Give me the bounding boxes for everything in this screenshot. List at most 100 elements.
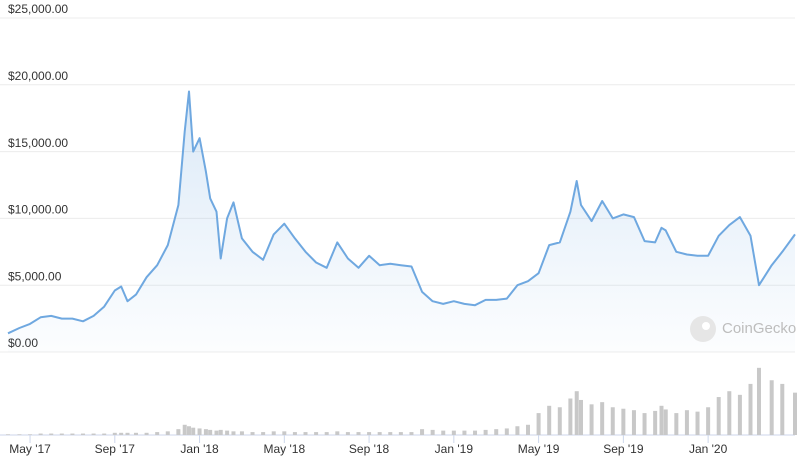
- volume-bar: [197, 428, 202, 435]
- volume-bar: [292, 432, 297, 435]
- volume-bar: [653, 410, 658, 435]
- volume-bar: [727, 391, 732, 435]
- volume-bar: [345, 432, 350, 435]
- volume-bar: [261, 432, 266, 435]
- volume-bar: [748, 383, 753, 435]
- volume-bar: [600, 402, 605, 435]
- volume-bar: [203, 429, 208, 435]
- volume-bar: [356, 432, 361, 435]
- watermark: CoinGecko: [690, 316, 796, 342]
- volume-bar: [377, 432, 382, 435]
- volume-bar: [716, 397, 721, 435]
- volume-bar: [6, 434, 10, 435]
- volume-bar: [28, 434, 33, 435]
- x-tick-label: May '18: [263, 442, 305, 456]
- volume-bar: [674, 413, 679, 435]
- volume-bar: [430, 429, 435, 435]
- volume-bar: [441, 430, 446, 435]
- volume-bar: [684, 410, 689, 435]
- y-tick-label: $10,000.00: [8, 203, 68, 217]
- volume-bar: [547, 405, 552, 435]
- volume-bar: [473, 430, 478, 435]
- volume-bar: [218, 429, 223, 435]
- volume-bar: [398, 432, 403, 435]
- volume-bar: [239, 431, 244, 435]
- volume-bar: [102, 433, 107, 435]
- volume-bar: [231, 431, 236, 435]
- volume-bar: [589, 404, 594, 435]
- volume-bar: [191, 427, 196, 435]
- volume-bar: [271, 431, 276, 435]
- volume-bar: [409, 432, 414, 435]
- volume-bar: [515, 426, 520, 435]
- volume-bar: [557, 407, 562, 435]
- volume-bar: [536, 413, 541, 435]
- x-tick-label: May '17: [9, 442, 51, 456]
- volume-bar: [631, 410, 636, 435]
- volume-bar: [324, 432, 329, 435]
- volume-bar: [610, 407, 615, 435]
- volume-bar: [225, 430, 230, 435]
- volume-bar: [769, 380, 774, 435]
- x-tick-label: May '19: [518, 442, 560, 456]
- volume-bar: [208, 429, 213, 435]
- watermark-text: CoinGecko: [722, 320, 796, 337]
- volume-bar: [335, 431, 340, 435]
- volume-bar: [793, 392, 797, 435]
- volume-bar: [367, 432, 372, 435]
- volume-bar: [314, 432, 319, 435]
- volume-bar: [91, 433, 96, 435]
- y-tick-label: $25,000.00: [8, 2, 68, 16]
- volume-bar: [186, 426, 191, 435]
- volume-bar: [462, 430, 467, 435]
- volume-bar: [642, 413, 647, 435]
- volume-bar: [737, 394, 742, 435]
- volume-bar: [165, 431, 170, 435]
- volume-bar: [663, 409, 668, 435]
- x-tick-label: Jan '20: [689, 442, 728, 456]
- volume-bar: [49, 433, 54, 435]
- y-tick-label: $15,000.00: [8, 136, 68, 150]
- volume-bar: [81, 433, 86, 435]
- volume-bar: [420, 429, 425, 435]
- volume-bar: [59, 433, 64, 435]
- volume-bar: [483, 429, 488, 435]
- volume-bar: [214, 430, 219, 435]
- volume-bar: [659, 405, 664, 435]
- volume-bar: [182, 424, 187, 435]
- volume-bar: [250, 432, 255, 435]
- volume-bar: [125, 432, 130, 435]
- volume-bar: [504, 428, 509, 435]
- volume-bar: [176, 429, 181, 435]
- y-tick-label: $5,000.00: [8, 269, 62, 283]
- price-line: [7, 90, 796, 335]
- price-area: [8, 91, 795, 352]
- volume-bar: [133, 432, 138, 435]
- volume-bar: [526, 424, 531, 435]
- volume-bar: [388, 432, 393, 435]
- volume-bar: [494, 429, 499, 435]
- volume-bar: [756, 367, 761, 435]
- volume-bar: [282, 431, 287, 435]
- x-tick-label: Jan '19: [435, 442, 474, 456]
- y-tick-label: $20,000.00: [8, 69, 68, 83]
- volume-bar: [144, 432, 149, 435]
- volume-bar: [155, 432, 160, 435]
- volume-bar: [70, 433, 75, 435]
- volume-bar: [706, 407, 711, 435]
- volume-bar: [451, 430, 456, 435]
- volume-bar: [38, 433, 43, 435]
- volume-bar: [17, 434, 22, 435]
- volume-bar: [695, 411, 700, 435]
- x-tick-label: Sep '17: [95, 442, 136, 456]
- volume-bar: [621, 408, 626, 435]
- volume-bar: [303, 432, 308, 435]
- x-tick-label: Sep '19: [603, 442, 644, 456]
- volume-bar: [568, 398, 573, 435]
- volume-bar: [574, 391, 579, 435]
- volume-bar: [578, 399, 583, 435]
- volume-bar: [119, 432, 124, 435]
- volume-bar: [780, 383, 785, 435]
- x-tick-label: Jan '18: [180, 442, 219, 456]
